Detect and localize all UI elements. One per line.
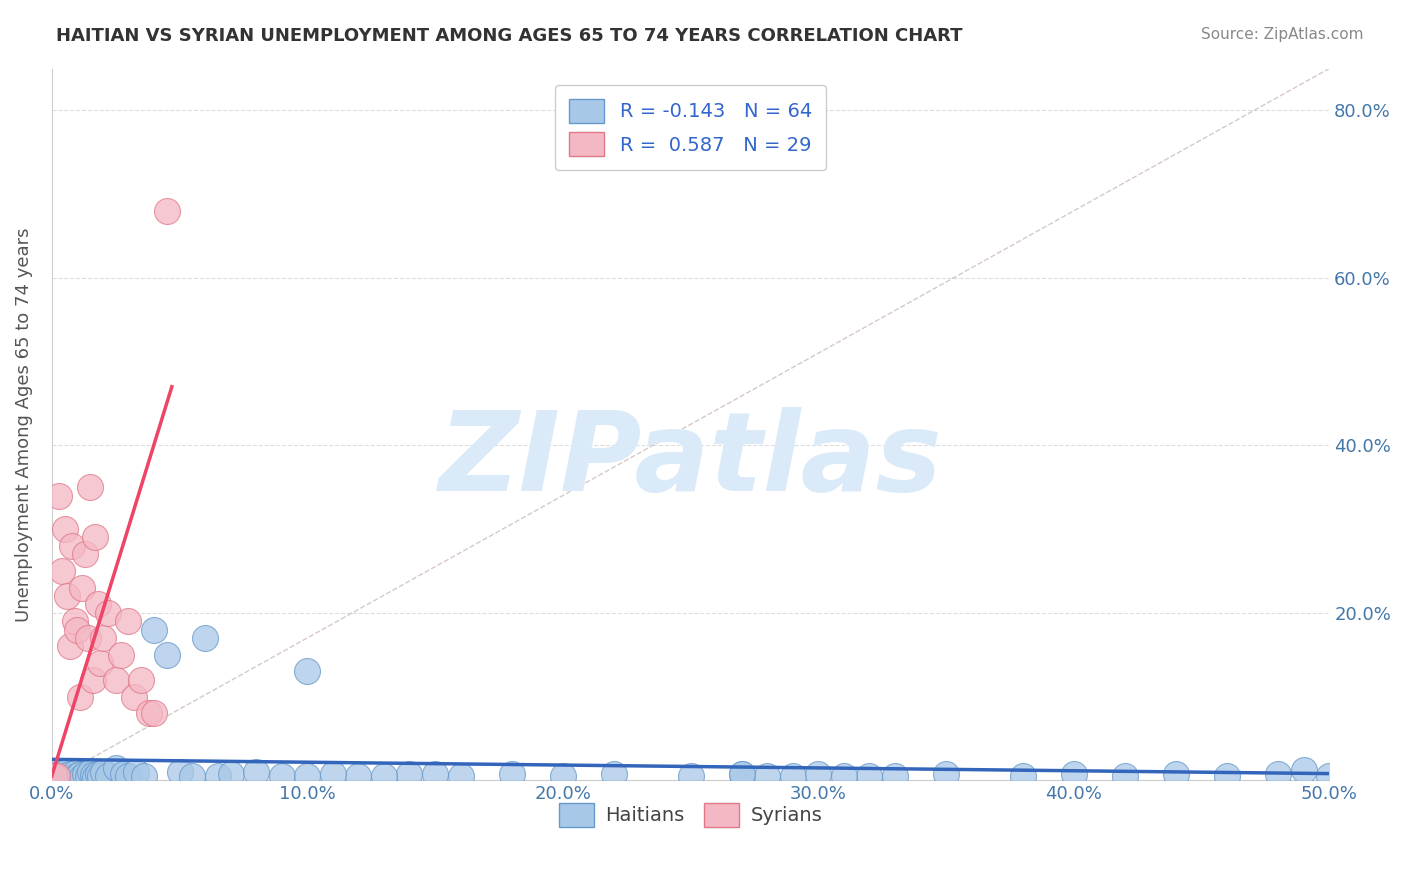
Point: [756, 769, 779, 783]
Point: [1164, 766, 1187, 780]
Point: [270, 769, 292, 783]
Point: [156, 203, 179, 218]
Point: [59, 640, 82, 654]
Point: [1114, 769, 1136, 783]
Point: [56, 769, 79, 783]
Point: [51, 768, 73, 782]
Point: [1216, 769, 1239, 783]
Point: [373, 769, 395, 783]
Point: [60, 770, 83, 784]
Point: [730, 766, 752, 780]
Point: [48, 489, 70, 503]
Point: [603, 766, 626, 780]
Point: [63, 765, 86, 780]
Point: [207, 769, 229, 783]
Point: [935, 766, 957, 780]
Point: [72, 581, 94, 595]
Point: [297, 665, 319, 679]
Point: [112, 766, 135, 780]
Text: ZIPatlas: ZIPatlas: [439, 407, 942, 514]
Point: [79, 480, 101, 494]
Point: [1063, 766, 1085, 780]
Point: [423, 766, 446, 780]
Point: [97, 769, 120, 783]
Point: [551, 769, 574, 783]
Point: [138, 706, 160, 721]
Point: [125, 764, 148, 779]
Point: [142, 706, 165, 721]
Point: [84, 770, 107, 784]
Point: [72, 770, 94, 784]
Point: [245, 764, 267, 779]
Point: [883, 769, 905, 783]
Text: Source: ZipAtlas.com: Source: ZipAtlas.com: [1201, 27, 1364, 42]
Point: [44, 769, 66, 783]
Point: [82, 768, 104, 782]
Point: [76, 631, 98, 645]
Point: [142, 623, 165, 637]
Point: [76, 769, 98, 783]
Point: [1267, 766, 1289, 780]
Point: [398, 766, 420, 780]
Text: HAITIAN VS SYRIAN UNEMPLOYMENT AMONG AGES 65 TO 74 YEARS CORRELATION CHART: HAITIAN VS SYRIAN UNEMPLOYMENT AMONG AGE…: [56, 27, 963, 45]
Point: [82, 673, 104, 687]
Point: [89, 769, 111, 783]
Point: [73, 547, 96, 561]
Point: [87, 598, 110, 612]
Point: [132, 769, 155, 783]
Point: [1317, 769, 1340, 783]
Point: [69, 690, 91, 704]
Point: [322, 766, 344, 780]
Point: [156, 648, 179, 662]
Point: [59, 767, 82, 781]
Point: [66, 623, 89, 637]
Point: [858, 769, 880, 783]
Point: [73, 767, 96, 781]
Point: [87, 766, 110, 780]
Point: [79, 764, 101, 779]
Point: [110, 648, 132, 662]
Point: [44, 769, 66, 783]
Point: [117, 769, 139, 783]
Point: [1011, 769, 1033, 783]
Point: [91, 631, 114, 645]
Point: [45, 769, 67, 783]
Point: [297, 769, 319, 783]
Point: [53, 522, 76, 536]
Point: [56, 589, 79, 603]
Point: [117, 614, 139, 628]
Point: [60, 539, 83, 553]
Point: [48, 770, 70, 784]
Point: [122, 690, 145, 704]
Point: [45, 766, 67, 780]
Point: [104, 673, 127, 687]
Point: [97, 606, 120, 620]
Point: [51, 564, 73, 578]
Point: [730, 766, 752, 780]
Point: [66, 769, 89, 783]
Point: [194, 631, 217, 645]
Point: [450, 769, 472, 783]
Point: [53, 764, 76, 779]
Point: [104, 761, 127, 775]
Point: [63, 614, 86, 628]
Point: [69, 766, 91, 780]
Point: [219, 766, 242, 780]
Point: [84, 531, 107, 545]
Y-axis label: Unemployment Among Ages 65 to 74 years: Unemployment Among Ages 65 to 74 years: [15, 227, 32, 622]
Point: [807, 766, 830, 780]
Point: [181, 769, 204, 783]
Point: [832, 769, 855, 783]
Point: [679, 769, 702, 783]
Point: [89, 656, 111, 670]
Point: [91, 764, 114, 779]
Point: [501, 766, 523, 780]
Point: [1292, 764, 1315, 778]
Point: [782, 769, 804, 783]
Point: [347, 769, 370, 783]
Point: [129, 673, 152, 687]
Point: [169, 764, 191, 779]
Legend: Haitians, Syrians: Haitians, Syrians: [551, 796, 830, 835]
